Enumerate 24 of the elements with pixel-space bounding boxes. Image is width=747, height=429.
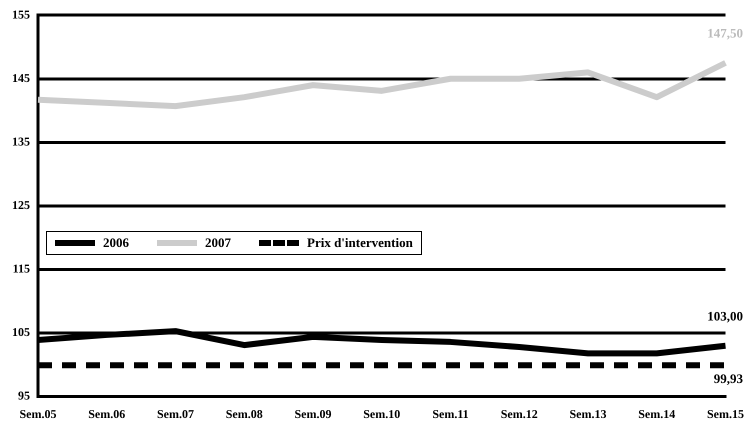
x-tick-label: Sem.07 [157,406,194,421]
data-label: 147,50 [707,26,743,41]
x-tick-label: Sem.11 [432,406,469,421]
x-tick-label: Sem.15 [707,406,744,421]
legend-label: Prix d'intervention [307,235,413,252]
legend-label: 2007 [205,235,231,252]
x-tick-label: Sem.08 [226,406,263,421]
data-label: 103,00 [707,308,743,324]
x-tick-label: Sem.09 [294,406,332,421]
y-tick-label: 95 [18,388,30,403]
y-tick-label: 145 [12,70,30,85]
y-tick-label: 125 [12,198,30,212]
x-tick-label: Sem.13 [570,406,606,421]
y-tick-label: 105 [12,325,30,340]
y-tick-label: 155 [12,7,30,22]
x-tick-label: Sem.14 [638,406,676,421]
y-tick-label: 135 [12,134,30,148]
x-tick-label: Sem.10 [363,406,400,421]
x-tick-label: Sem.06 [88,406,126,421]
x-tick-label: Sem.12 [500,406,538,421]
x-tick-label: Sem.05 [20,406,56,421]
data-label: 99,93 [714,371,744,386]
legend-label: 2006 [103,235,129,252]
y-tick-label: 115 [12,262,30,276]
